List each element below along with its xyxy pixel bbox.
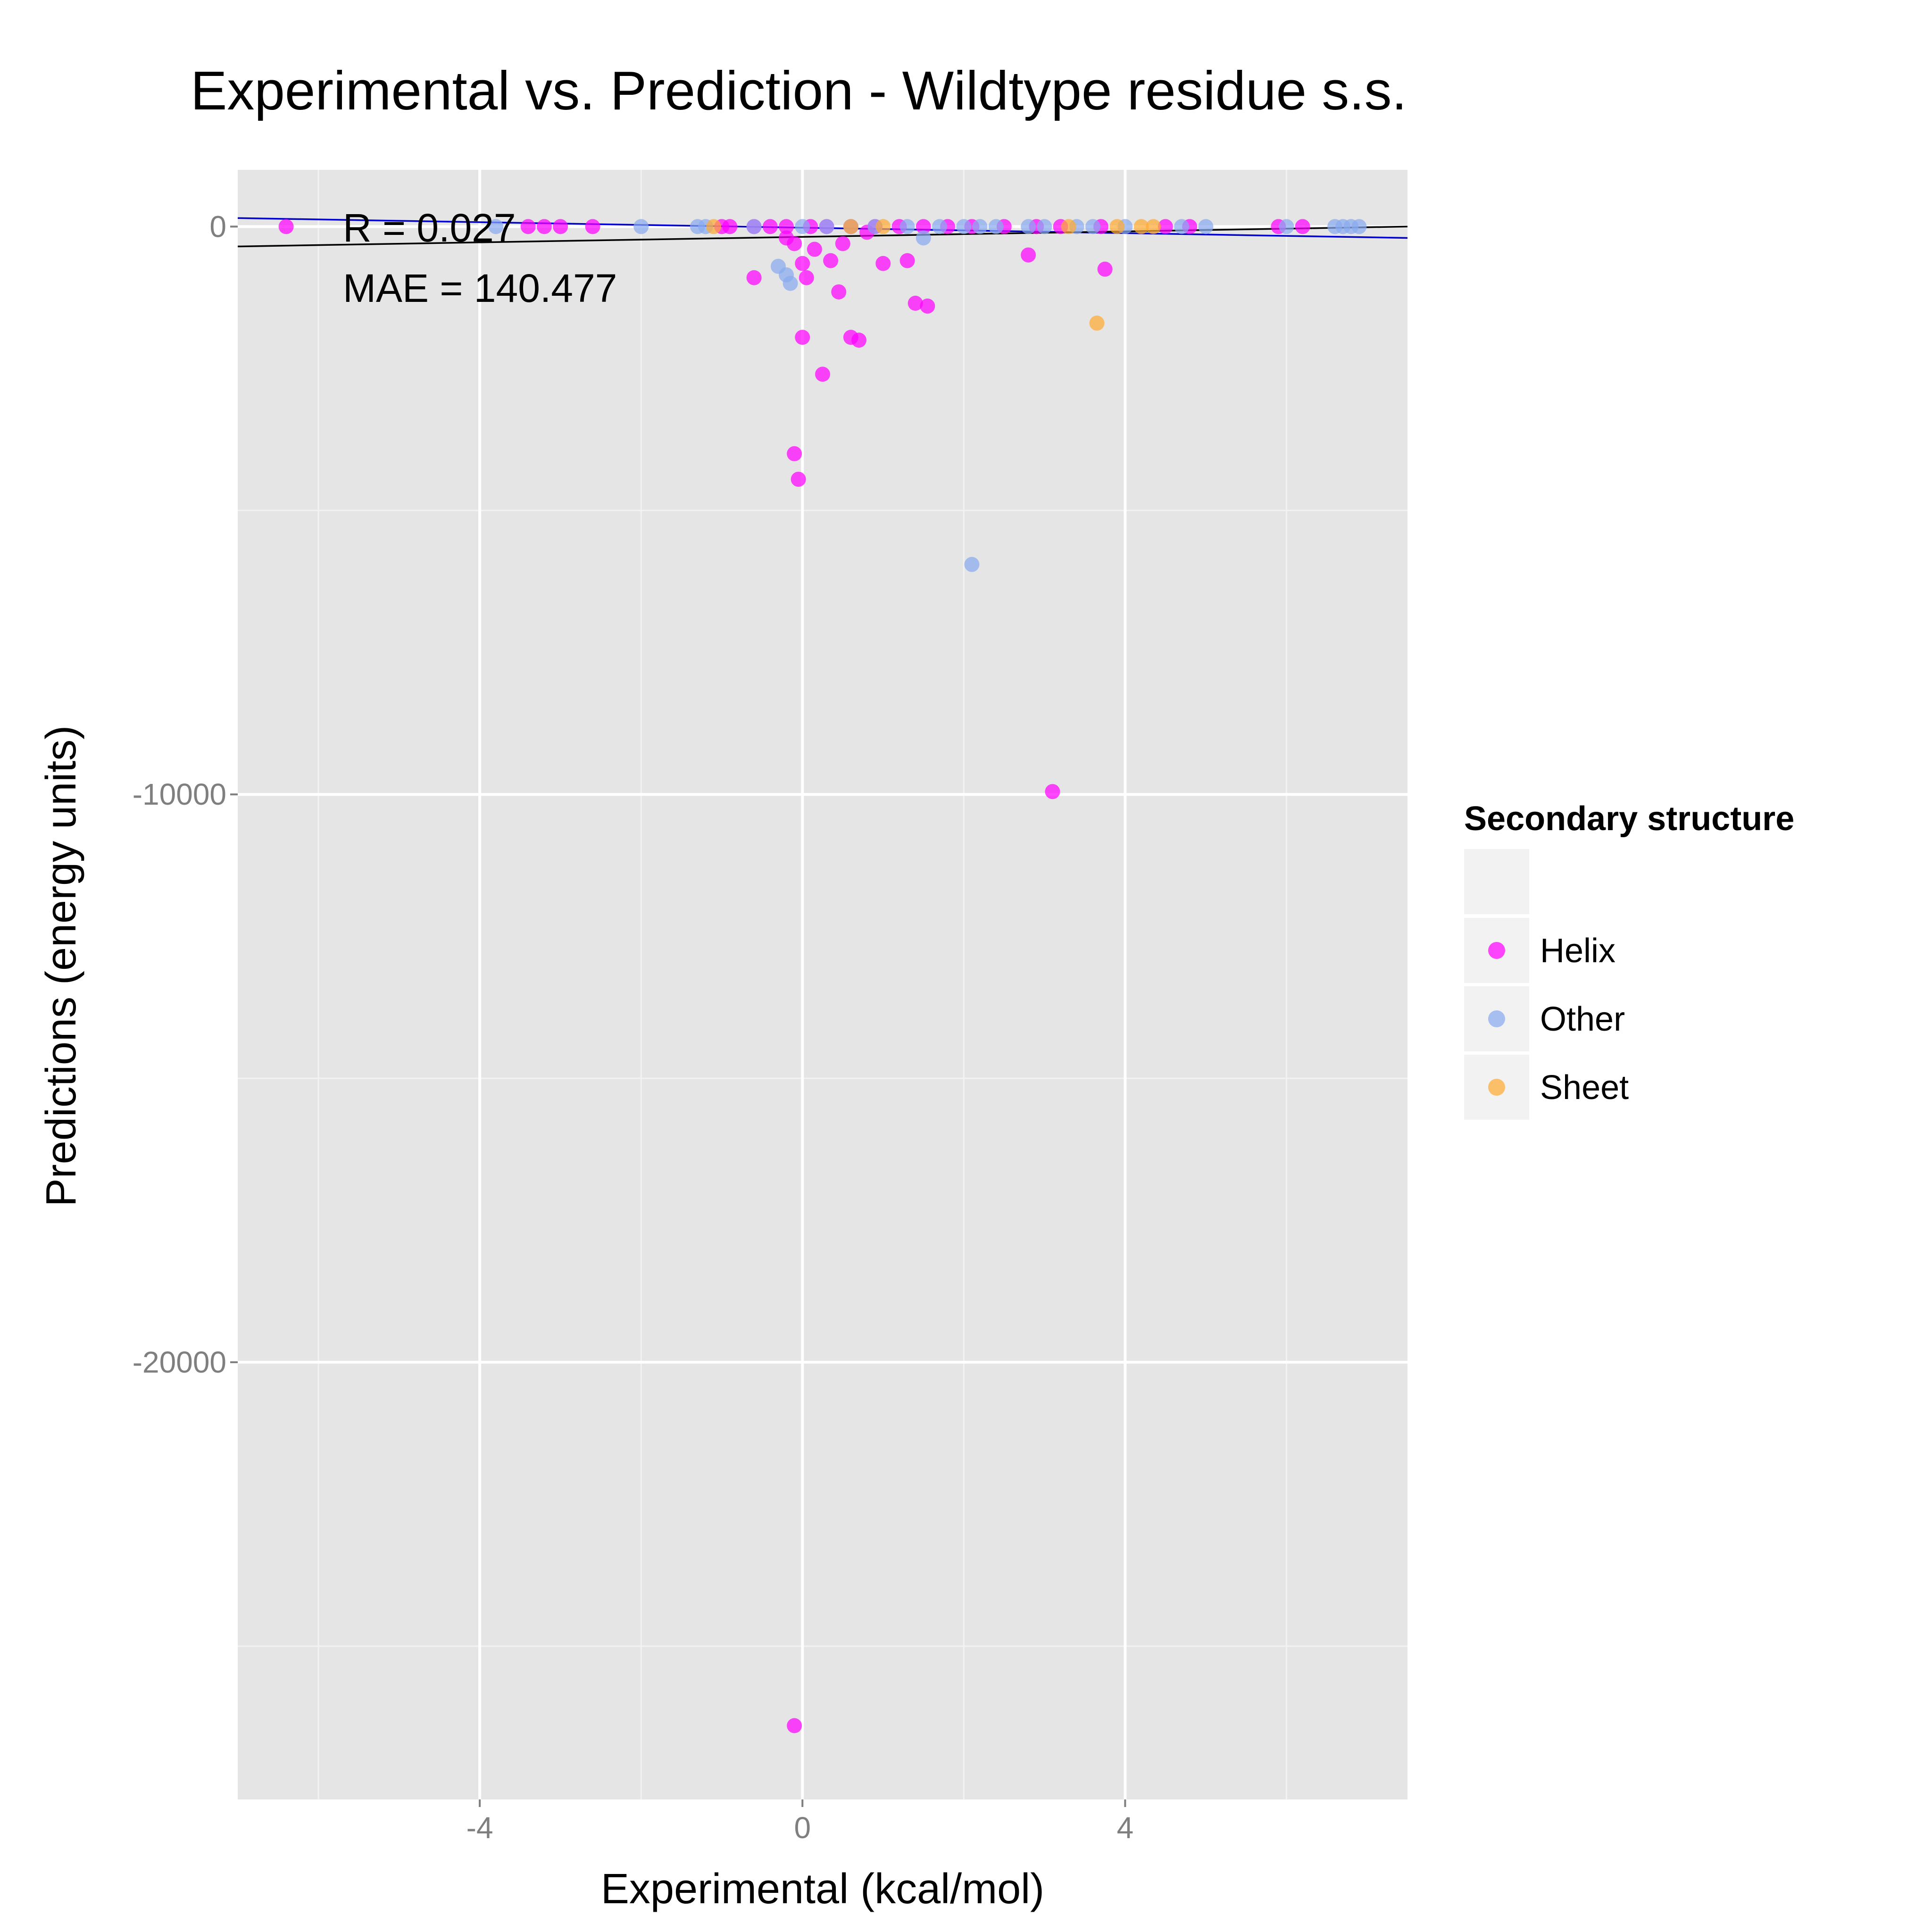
data-point-other [795,219,810,234]
plot-panel [238,170,1407,1799]
data-point-helix [823,253,839,268]
data-point-helix [1097,261,1113,277]
data-point-helix [1021,247,1036,263]
data-point-sheet [1089,316,1105,331]
legend-label-other: Other [1540,1000,1625,1038]
legend-label-sheet: Sheet [1540,1069,1629,1107]
data-point-other [916,230,931,246]
legend-title: Secondary structure [1464,800,1794,838]
data-point-other [783,275,798,291]
data-point-helix [791,472,806,487]
data-point-helix [278,219,294,234]
data-point-other [988,219,1004,234]
y-axis-title: Predictions (energy units) [38,725,85,1207]
data-point-helix [585,219,600,234]
data-point-other [819,219,834,234]
x-tick-label: 4 [1117,1811,1134,1845]
mae-annotation: MAE = 140.477 [343,266,617,310]
data-point-helix [815,366,830,382]
legend-swatch-helix [1488,942,1505,959]
data-point-helix [520,219,536,234]
data-point-sheet [706,219,722,234]
data-point-helix [795,330,810,345]
data-points [278,219,1367,1733]
data-point-helix [831,284,847,300]
data-point-helix [779,219,794,234]
legend-label-helix: Helix [1540,932,1616,970]
data-point-sheet [1146,219,1161,234]
y-axis: 0 -10000 -20000 [133,209,238,1379]
data-point-helix [835,236,850,251]
data-point-sheet [1061,219,1076,234]
data-point-other [1198,219,1214,234]
data-point-sheet [875,219,891,234]
correlation-annotation: R = 0.027 [343,206,516,250]
data-point-helix [1295,219,1310,234]
data-point-helix [875,256,891,271]
data-point-helix [799,270,814,285]
data-point-helix [807,242,822,257]
data-point-helix [795,256,810,271]
x-axis: -4 0 4 [466,1799,1134,1845]
data-point-other [932,219,947,234]
data-point-other [1279,219,1294,234]
legend: Secondary structure Helix Other Sheet [1464,800,1794,1120]
data-point-other [1174,219,1190,234]
data-point-other [746,219,762,234]
data-point-helix [920,298,935,314]
data-point-sheet [1109,219,1125,234]
data-point-helix [746,270,762,285]
data-point-other [964,557,980,572]
data-point-other [1021,219,1036,234]
data-point-helix [722,219,738,234]
data-point-helix [851,333,866,348]
data-point-other [488,219,504,234]
data-point-helix [1158,219,1173,234]
data-point-helix [762,219,778,234]
x-tick-label: 0 [794,1811,811,1845]
data-point-helix [908,295,923,311]
x-axis-title: Experimental (kcal/mol) [601,1865,1044,1913]
data-point-sheet [843,219,858,234]
data-point-other [1085,219,1100,234]
y-tick-label: -10000 [133,777,226,811]
data-point-helix [1045,784,1060,799]
data-point-helix [916,219,931,234]
data-point-other [1351,219,1367,234]
data-point-helix [787,1718,802,1733]
data-point-other [899,219,915,234]
data-point-helix [899,253,915,268]
data-point-other [1037,219,1052,234]
data-point-helix [536,219,552,234]
data-point-helix [787,236,802,251]
data-point-other [972,219,988,234]
data-point-other [633,219,649,234]
data-point-helix [553,219,568,234]
data-point-sheet [1133,219,1149,234]
y-tick-label: -20000 [133,1345,226,1379]
legend-key-empty [1464,849,1529,914]
data-point-other [956,219,972,234]
legend-swatch-sheet [1488,1079,1505,1096]
x-tick-label: -4 [466,1811,493,1845]
chart-title: Experimental vs. Prediction - Wildtype r… [191,60,1407,121]
data-point-helix [787,446,802,461]
y-tick-label: 0 [209,209,226,243]
legend-swatch-other [1488,1010,1505,1027]
minor-gridlines [238,170,1407,1799]
legend-items: Helix Other Sheet [1464,918,1629,1120]
